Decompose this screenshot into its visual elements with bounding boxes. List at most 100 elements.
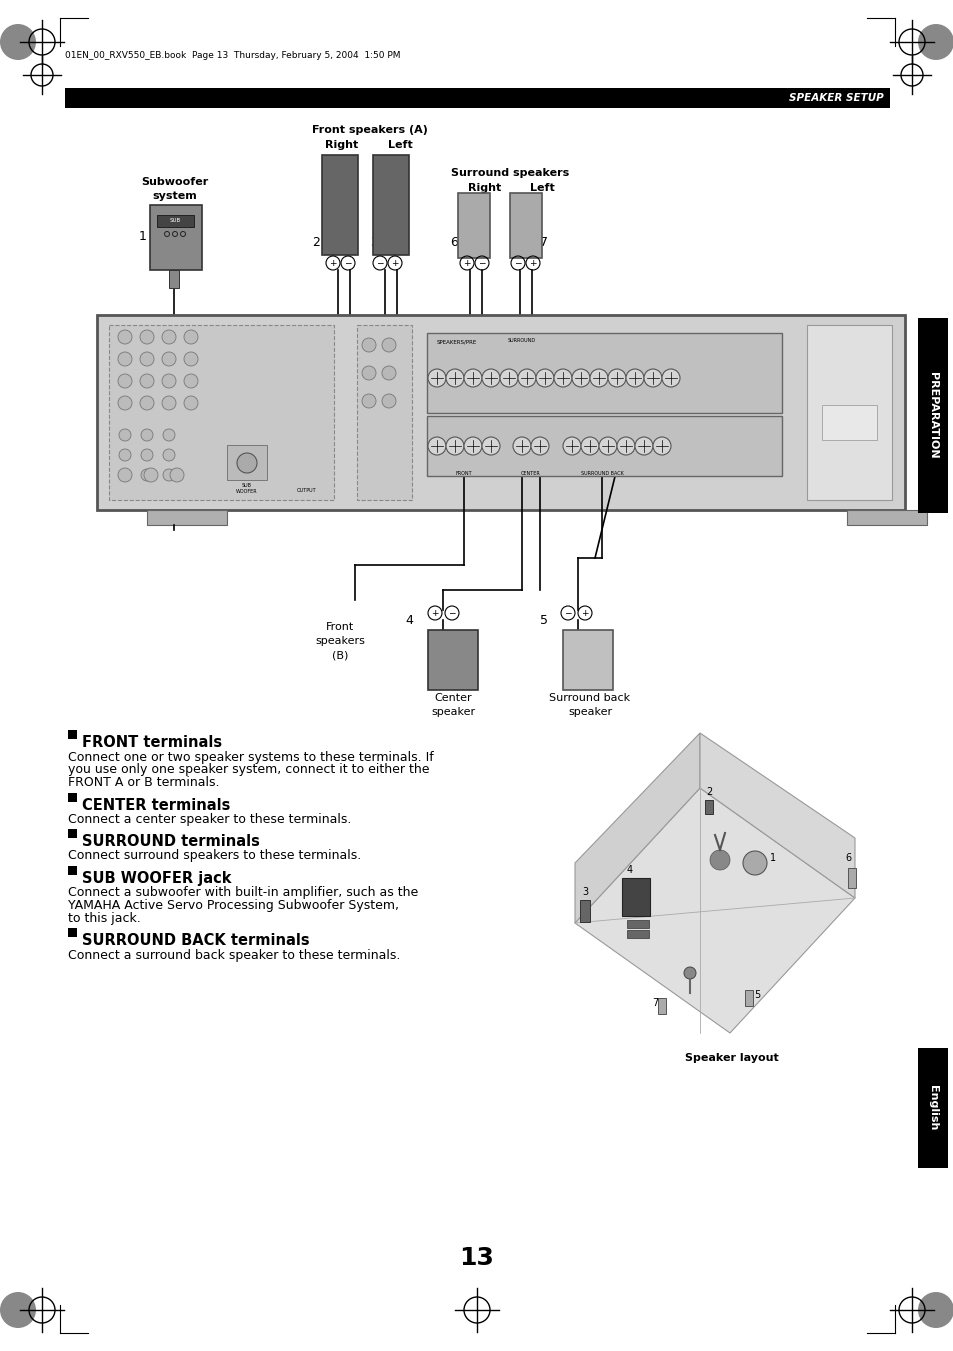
Text: 4: 4 [626,865,633,875]
Bar [322,155,357,255]
Circle shape [118,467,132,482]
Text: SPEAKERS/PRE: SPEAKERS/PRE [436,339,476,345]
Text: (B): (B) [332,650,348,661]
Circle shape [141,449,152,461]
Bar [150,205,202,270]
Text: speaker: speaker [567,707,612,717]
Text: CENTER terminals: CENTER terminals [82,797,230,812]
Bar [157,215,193,227]
Text: +: + [580,608,588,617]
Circle shape [513,436,531,455]
Text: 5: 5 [539,615,547,627]
Bar [147,509,227,526]
Circle shape [481,369,499,386]
Bar [510,193,541,258]
Polygon shape [575,788,854,1034]
Circle shape [481,436,499,455]
Text: 1: 1 [139,231,147,243]
Bar [68,793,77,801]
Circle shape [119,430,131,440]
Circle shape [446,436,463,455]
Text: Connect a surround back speaker to these terminals.: Connect a surround back speaker to these… [68,948,400,962]
Text: 7: 7 [651,998,658,1008]
Bar [68,730,77,739]
Circle shape [917,24,953,59]
Circle shape [446,369,463,386]
Circle shape [625,369,643,386]
Text: −: − [514,258,521,267]
Text: Front speakers (A): Front speakers (A) [312,126,428,135]
Circle shape [184,353,198,366]
Text: 7: 7 [539,235,547,249]
Circle shape [598,436,617,455]
Text: +: + [431,608,438,617]
Bar [65,88,889,108]
Circle shape [236,453,256,473]
Text: +: + [529,258,537,267]
Text: Front: Front [326,621,354,632]
Bar [68,830,77,838]
Circle shape [361,366,375,380]
Circle shape [531,436,548,455]
Circle shape [162,353,175,366]
Circle shape [381,338,395,353]
Circle shape [536,369,554,386]
Circle shape [554,369,572,386]
Text: Right: Right [468,182,501,193]
Circle shape [140,330,153,345]
Bar [457,193,490,258]
Circle shape [118,396,132,409]
Polygon shape [575,734,700,923]
Bar [97,315,904,509]
Circle shape [381,366,395,380]
Bar [626,920,648,928]
Text: PREPARATION: PREPARATION [927,372,937,458]
Circle shape [683,967,696,979]
Text: Connect one or two speaker systems to these terminals. If: Connect one or two speaker systems to th… [68,751,434,763]
Text: +: + [391,258,398,267]
Bar [821,405,876,440]
Polygon shape [700,734,854,898]
Circle shape [428,369,446,386]
Circle shape [162,396,175,409]
Circle shape [562,436,580,455]
Text: to this jack.: to this jack. [68,912,141,925]
Text: 6: 6 [844,852,850,863]
Circle shape [163,430,174,440]
Text: SURROUND BACK terminals: SURROUND BACK terminals [82,934,310,948]
Text: +: + [329,258,336,267]
Text: FRONT terminals: FRONT terminals [82,735,222,750]
Circle shape [381,394,395,408]
Bar [373,155,409,255]
Circle shape [709,850,729,870]
Bar [917,1048,947,1169]
Circle shape [580,436,598,455]
Circle shape [184,374,198,388]
Text: +: + [463,258,470,267]
Text: Speaker layout: Speaker layout [684,1052,778,1063]
Circle shape [463,436,481,455]
Circle shape [572,369,589,386]
Text: 2: 2 [312,235,319,249]
Text: −: − [477,258,485,267]
Bar [579,900,589,921]
Circle shape [140,353,153,366]
Bar [626,929,648,938]
Circle shape [428,436,446,455]
Circle shape [517,369,536,386]
Bar [562,630,613,690]
Circle shape [742,851,766,875]
Circle shape [162,330,175,345]
Circle shape [162,374,175,388]
Text: SURROUND BACK: SURROUND BACK [580,471,622,476]
Circle shape [607,369,625,386]
Text: −: − [448,608,456,617]
Text: system: system [152,190,197,201]
Text: 2: 2 [705,788,711,797]
Text: English: English [927,1085,937,1131]
Bar [427,332,781,413]
Text: −: − [344,258,352,267]
Bar [68,928,77,938]
Text: Left: Left [529,182,554,193]
Bar [109,326,334,500]
